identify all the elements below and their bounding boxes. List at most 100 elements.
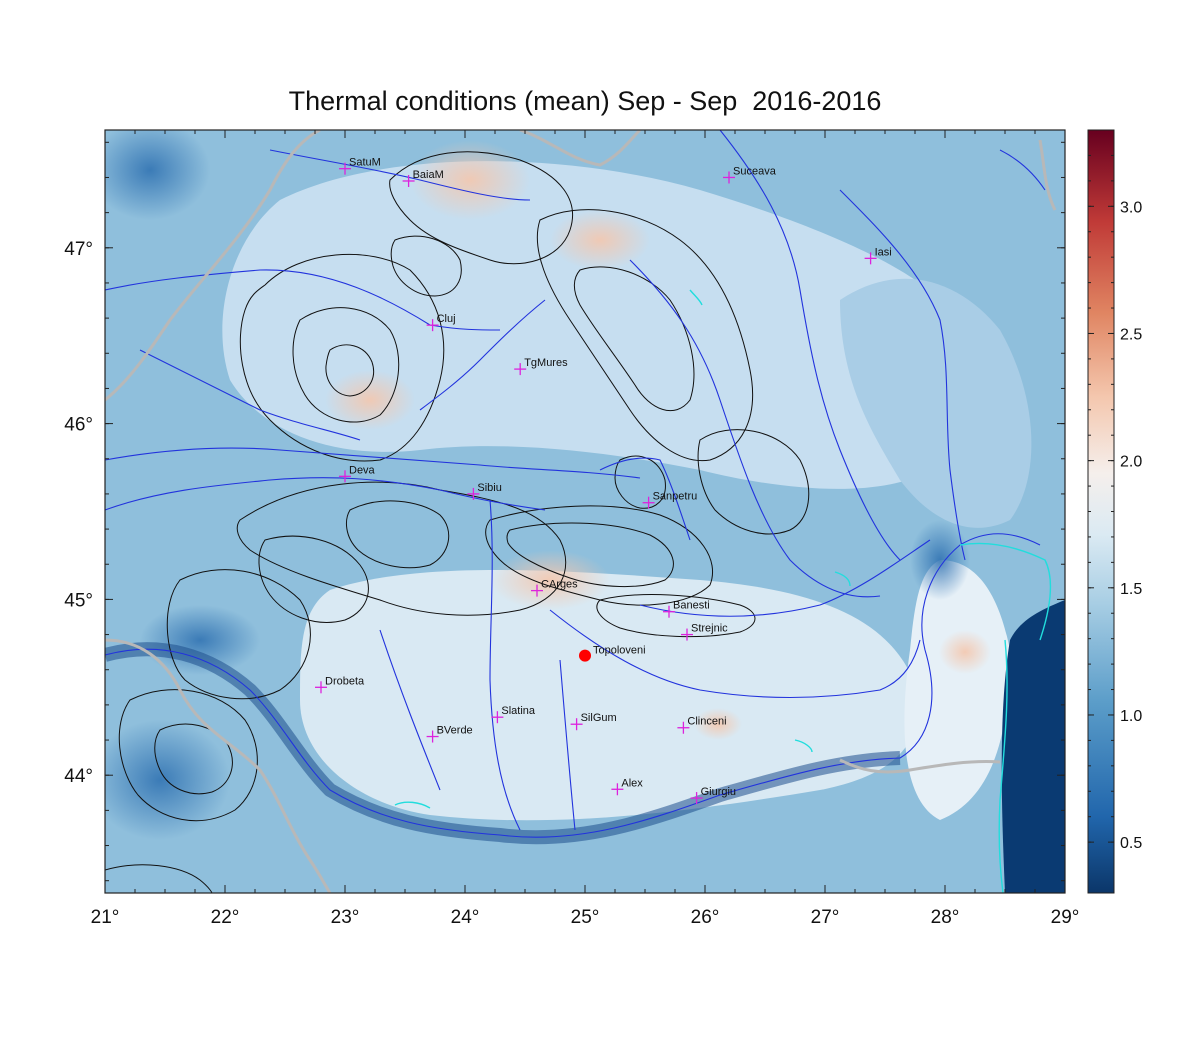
- x-tick-label: 22°: [211, 907, 240, 928]
- city-label: Slatina: [501, 705, 536, 717]
- city-marker-giurgiu: Giurgiu: [690, 786, 736, 805]
- city-label: Cluj: [437, 313, 456, 325]
- colorbar-label: 3.0: [1120, 199, 1142, 216]
- colorbar: [1087, 129, 1115, 894]
- black-sea: [1001, 600, 1065, 893]
- city-label: BVerde: [437, 725, 473, 737]
- contour: [292, 307, 400, 423]
- contour: [536, 209, 754, 462]
- river-danube: [105, 533, 1041, 838]
- contour: [573, 266, 695, 412]
- city-label: CArges: [541, 579, 578, 591]
- river-somes: [105, 269, 501, 331]
- cold-spot: [105, 720, 230, 840]
- y-tick-label: 47°: [64, 239, 93, 260]
- x-axis-ticks: [104, 130, 1066, 893]
- x-tick-label: 29°: [1051, 907, 1080, 928]
- warm-spot: [694, 708, 742, 740]
- city-label: Drobeta: [325, 675, 365, 687]
- city-label: Alex: [621, 777, 643, 789]
- x-tick-label: 26°: [691, 907, 720, 928]
- y-axis-ticks: [105, 141, 1065, 882]
- border-serbia: [105, 638, 332, 893]
- border-ukraine-north: [519, 130, 642, 167]
- contour: [390, 235, 462, 297]
- colorbar-label: 1.5: [1120, 581, 1142, 598]
- contour: [154, 723, 233, 795]
- city-marker-silgum: SilGum: [570, 712, 617, 731]
- highlight-marker: Topoloveni: [579, 645, 646, 662]
- city-marker-clinceni: Clinceni: [677, 716, 727, 734]
- river-mures: [105, 447, 641, 479]
- x-axis-labels: 21° 22° 23° 24° 25° 26° 27° 28° 29°: [91, 907, 1080, 928]
- colorbar-label: 1.0: [1120, 708, 1142, 725]
- dobrogea-region: [904, 560, 1010, 820]
- y-tick-label: 46°: [64, 415, 93, 436]
- city-marker-alex: Alex: [611, 777, 643, 796]
- city-marker-suceava: Suceava: [723, 165, 777, 184]
- highlight-label: Topoloveni: [593, 645, 646, 657]
- contour: [506, 522, 674, 587]
- river: [599, 457, 691, 541]
- river-jiu: [379, 629, 441, 791]
- coast-line: [998, 639, 1008, 893]
- map-title: Thermal conditions (mean) Sep - Sep 2016…: [288, 86, 882, 116]
- city-marker-cluj: Cluj: [426, 313, 456, 332]
- city-marker-carges: CArges: [531, 579, 578, 597]
- city-label: Giurgiu: [701, 786, 736, 798]
- city-marker-drobeta: Drobeta: [315, 675, 365, 694]
- contour: [166, 569, 311, 700]
- y-tick-label: 44°: [64, 766, 93, 787]
- lake: [834, 571, 851, 587]
- warm-spot: [410, 140, 530, 220]
- city-label: Suceava: [733, 165, 777, 177]
- country-borders: [105, 130, 1057, 893]
- city-marker-baiam: BaiaM: [402, 169, 444, 187]
- colorbar-label: 2.5: [1120, 326, 1142, 343]
- contour: [325, 344, 374, 397]
- contour: [697, 429, 810, 535]
- city-marker-tgmures: TgMures: [514, 357, 568, 376]
- x-tick-label: 28°: [931, 907, 960, 928]
- river-siret-north: [719, 130, 901, 561]
- border-hungary: [105, 130, 321, 402]
- river-ialomita: [639, 539, 931, 617]
- lowland-plain: [300, 570, 920, 821]
- city-marker-deva: Deva: [339, 464, 376, 483]
- river-siret: [629, 259, 881, 598]
- city-marker-slatina: Slatina: [491, 705, 536, 724]
- city-marker-banesti: Banesti: [663, 600, 710, 618]
- y-tick-label: 45°: [64, 590, 93, 611]
- river-prut: [839, 189, 966, 561]
- warm-spot: [939, 630, 991, 674]
- lake: [689, 289, 703, 306]
- city-label: Sanpetru: [653, 491, 698, 503]
- lake: [394, 801, 431, 809]
- colorbar-label: 0.5: [1120, 835, 1142, 852]
- contour-lines: [105, 151, 810, 893]
- contour: [258, 535, 369, 623]
- river-dniester: [999, 149, 1046, 191]
- river-vedea: [559, 659, 576, 831]
- x-tick-label: 21°: [91, 907, 120, 928]
- cold-spot: [105, 130, 210, 220]
- city-label: SilGum: [581, 712, 617, 724]
- delta-channels: [959, 542, 1052, 641]
- x-tick-label: 25°: [571, 907, 600, 928]
- coastline: [394, 289, 1052, 893]
- river-olt: [489, 499, 521, 831]
- y-axis-labels: 44° 45° 46° 47°: [64, 239, 93, 787]
- contour: [596, 594, 756, 638]
- city-marker-sibiu: Sibiu: [467, 482, 502, 500]
- warm-spot: [325, 370, 415, 430]
- x-tick-label: 23°: [331, 907, 360, 928]
- river: [105, 477, 546, 511]
- east-region: [840, 278, 1032, 528]
- city-label: Banesti: [673, 600, 710, 612]
- warm-spot: [550, 210, 650, 270]
- city-label: Strejnic: [691, 623, 728, 635]
- border-ukraine-east: [1038, 139, 1057, 211]
- city-marker-sanpetru: Sanpetru: [642, 491, 698, 509]
- river-tisa: [269, 149, 531, 201]
